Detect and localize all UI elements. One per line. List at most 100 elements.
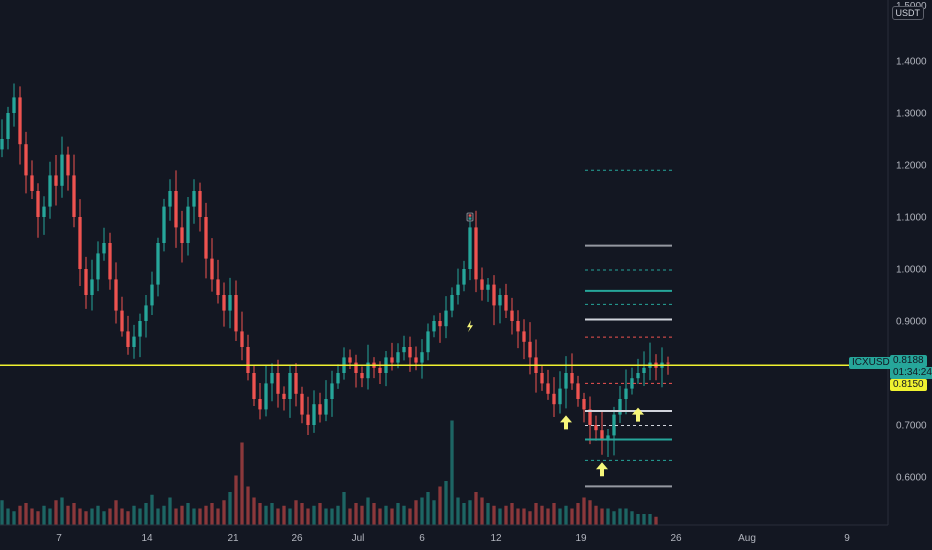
candle [240,311,244,361]
volume-bar [654,516,658,525]
candle [120,296,124,337]
volume-bar [582,497,586,525]
volume-bar [96,505,100,525]
candle [204,202,208,279]
candle [402,335,406,361]
volume-bar [642,514,646,525]
candle [342,347,346,380]
time-axis[interactable]: 7 14 21 26 Jul 6 12 19 26 Aug 9 [56,533,850,544]
volume-bar [42,505,46,525]
volume-bar [456,497,460,525]
candle [180,210,184,263]
volume-bar [600,508,604,525]
volume-bar [120,508,124,525]
candle [546,369,550,400]
candle [84,256,88,309]
volume-bar [252,497,256,525]
candle [498,288,502,324]
volume-bar [534,503,538,525]
volume-bar [552,503,556,525]
price-axis-tick: 0.9000 [896,317,927,328]
volume-bar [618,508,622,525]
volume-bar [12,511,16,525]
candle [282,386,286,411]
candle [366,344,370,390]
volume-bar [348,508,352,525]
candle [162,198,166,252]
candle [324,380,328,422]
time-axis-tick: 7 [56,533,62,544]
volume-bar [114,500,118,525]
candle [306,396,310,436]
volume-bar [648,514,652,525]
time-axis-tick: 9 [844,533,850,544]
volume-bar [444,481,448,525]
level-lines [585,169,672,488]
candle [12,83,16,127]
candle [510,297,514,335]
volume-bar [306,508,310,525]
candle [24,131,28,194]
volume-bar [78,508,82,525]
price-axis[interactable]: 1.5000 1.40001.30001.20001.10001.00000.9… [896,1,927,484]
volume-bar [378,508,382,525]
candle [408,336,412,372]
candle [564,356,568,409]
candle [330,370,334,417]
candle [540,365,544,391]
volume-bar [606,508,610,525]
candle [660,347,664,388]
candle [228,277,232,329]
time-axis-tick: Aug [738,533,756,544]
candle [300,386,304,424]
volume-bar [540,505,544,525]
volume-bar [258,503,262,525]
volume-bar [624,508,628,525]
volume-bar [636,514,640,525]
candle [276,359,280,408]
volume-bar [108,508,112,525]
volume-bar [168,497,172,525]
volume-bar [150,494,154,525]
volume-bar [132,505,136,525]
volume-bar [24,503,28,525]
candle [552,377,556,418]
volume-bar [174,508,178,525]
volume-bar [270,503,274,525]
volume-bar [138,508,142,525]
volume-bar [204,505,208,525]
volume-bar [558,508,562,525]
markers [466,212,644,477]
volume-bar [468,500,472,525]
volume-bar [390,508,394,525]
candle [444,296,448,339]
candle [36,183,40,238]
volume-bar [546,508,550,525]
volume-bar [126,511,130,525]
volume-bar [234,475,238,525]
volume-bar [504,505,508,525]
last-price-tag: 0.8188 [890,355,927,368]
candle [522,319,526,360]
volume-bar [210,503,214,525]
time-axis-tick: 12 [490,533,502,544]
candle [414,346,418,371]
volume-bar [384,505,388,525]
symbol-tag: ICXUSDT [849,357,899,370]
candle [348,349,352,370]
lightning-icon [467,320,473,333]
volume-bar [144,503,148,525]
candle [132,324,136,359]
volume-bar [246,486,250,525]
volume-bar [594,505,598,525]
candle [144,295,148,338]
candle [192,179,196,224]
currency-button[interactable]: USDT [891,6,924,20]
candle [288,366,292,418]
volume-bar [198,508,202,525]
price-axis-tick: 1.3000 [896,109,927,120]
time-axis-tick: 19 [575,533,587,544]
candle [636,358,640,384]
volume-bar [480,497,484,525]
